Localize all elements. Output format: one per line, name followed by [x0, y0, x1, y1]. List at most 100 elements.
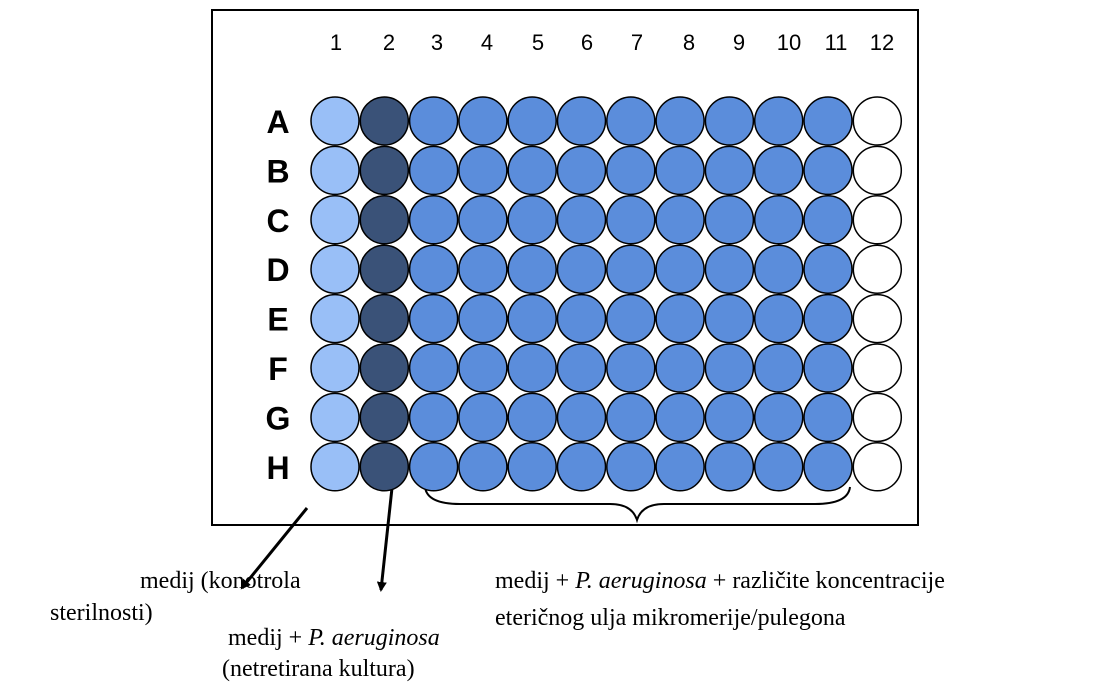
well	[803, 195, 853, 245]
well	[359, 343, 410, 393]
well	[606, 195, 656, 245]
well	[556, 343, 607, 393]
column-label: 3	[431, 30, 443, 55]
row-label: C	[266, 203, 289, 239]
caption: medij + P. aeruginosa + različite koncen…	[495, 568, 945, 594]
well	[408, 442, 459, 492]
column-label: 5	[532, 30, 544, 55]
well	[507, 392, 557, 443]
caption-segment: medij +	[495, 568, 575, 594]
well	[704, 442, 755, 492]
well	[655, 442, 705, 492]
well	[458, 244, 508, 294]
well	[655, 244, 705, 294]
well	[359, 96, 410, 146]
caption-segment: (netretirana kultura)	[222, 656, 415, 682]
well	[359, 244, 410, 294]
well	[852, 96, 903, 146]
row-label: A	[266, 104, 289, 140]
well	[803, 442, 853, 492]
well	[408, 195, 459, 245]
column-label: 1	[330, 30, 342, 55]
well	[704, 392, 755, 443]
well	[655, 392, 705, 443]
well	[704, 293, 755, 344]
well	[606, 392, 656, 443]
well	[507, 343, 557, 393]
caption-segment: medij (konotrola	[140, 568, 301, 594]
well	[556, 392, 607, 443]
caption-segment: P. aeruginosa	[307, 625, 440, 651]
well	[606, 293, 656, 344]
well	[458, 145, 508, 196]
caption-segment: medij +	[228, 625, 308, 651]
well	[408, 293, 459, 344]
column-label: 4	[481, 30, 493, 55]
caption-segment: P. aeruginosa	[574, 568, 707, 594]
well	[852, 293, 903, 344]
well	[753, 442, 804, 492]
well	[310, 195, 360, 245]
well	[655, 195, 705, 245]
well	[507, 195, 557, 245]
column-label: 7	[631, 30, 643, 55]
well	[359, 195, 410, 245]
well	[606, 145, 656, 196]
well	[803, 96, 853, 146]
well	[606, 442, 656, 492]
well	[852, 392, 903, 443]
arrow	[240, 507, 309, 590]
well	[803, 392, 853, 443]
well	[556, 195, 607, 245]
arrow	[376, 487, 394, 592]
caption-segment: + različite koncentracije	[707, 568, 945, 594]
well	[310, 244, 360, 294]
well	[408, 343, 459, 393]
row-label: F	[268, 351, 288, 387]
well	[704, 145, 755, 196]
caption: eteričnog ulja mikromerije/pulegona	[495, 605, 846, 631]
well	[655, 293, 705, 344]
well	[753, 195, 804, 245]
well	[606, 343, 656, 393]
well	[310, 145, 360, 196]
well	[704, 96, 755, 146]
well	[507, 442, 557, 492]
brace	[424, 486, 851, 524]
well	[753, 293, 804, 344]
well	[803, 343, 853, 393]
column-label: 11	[825, 30, 848, 55]
well	[359, 442, 410, 492]
row-label: E	[267, 302, 288, 338]
row-label: B	[266, 153, 289, 189]
column-label: 6	[581, 30, 593, 55]
well	[458, 195, 508, 245]
well	[606, 244, 656, 294]
well	[556, 442, 607, 492]
well	[556, 293, 607, 344]
well	[606, 96, 656, 146]
well	[507, 293, 557, 344]
row-label: G	[266, 400, 291, 436]
well	[310, 96, 360, 146]
well	[655, 145, 705, 196]
well	[803, 244, 853, 294]
column-label: 12	[870, 30, 894, 55]
well	[753, 392, 804, 443]
well	[507, 244, 557, 294]
well	[753, 96, 804, 146]
well	[556, 145, 607, 196]
well	[852, 244, 903, 294]
well	[704, 195, 755, 245]
well	[359, 392, 410, 443]
well	[852, 343, 903, 393]
row-label: H	[266, 450, 289, 486]
well	[310, 293, 360, 344]
caption: (netretirana kultura)	[222, 656, 415, 682]
caption-segment: sterilnosti)	[50, 600, 153, 626]
caption: sterilnosti)	[50, 600, 153, 626]
well	[655, 343, 705, 393]
well	[458, 293, 508, 344]
well	[556, 244, 607, 294]
